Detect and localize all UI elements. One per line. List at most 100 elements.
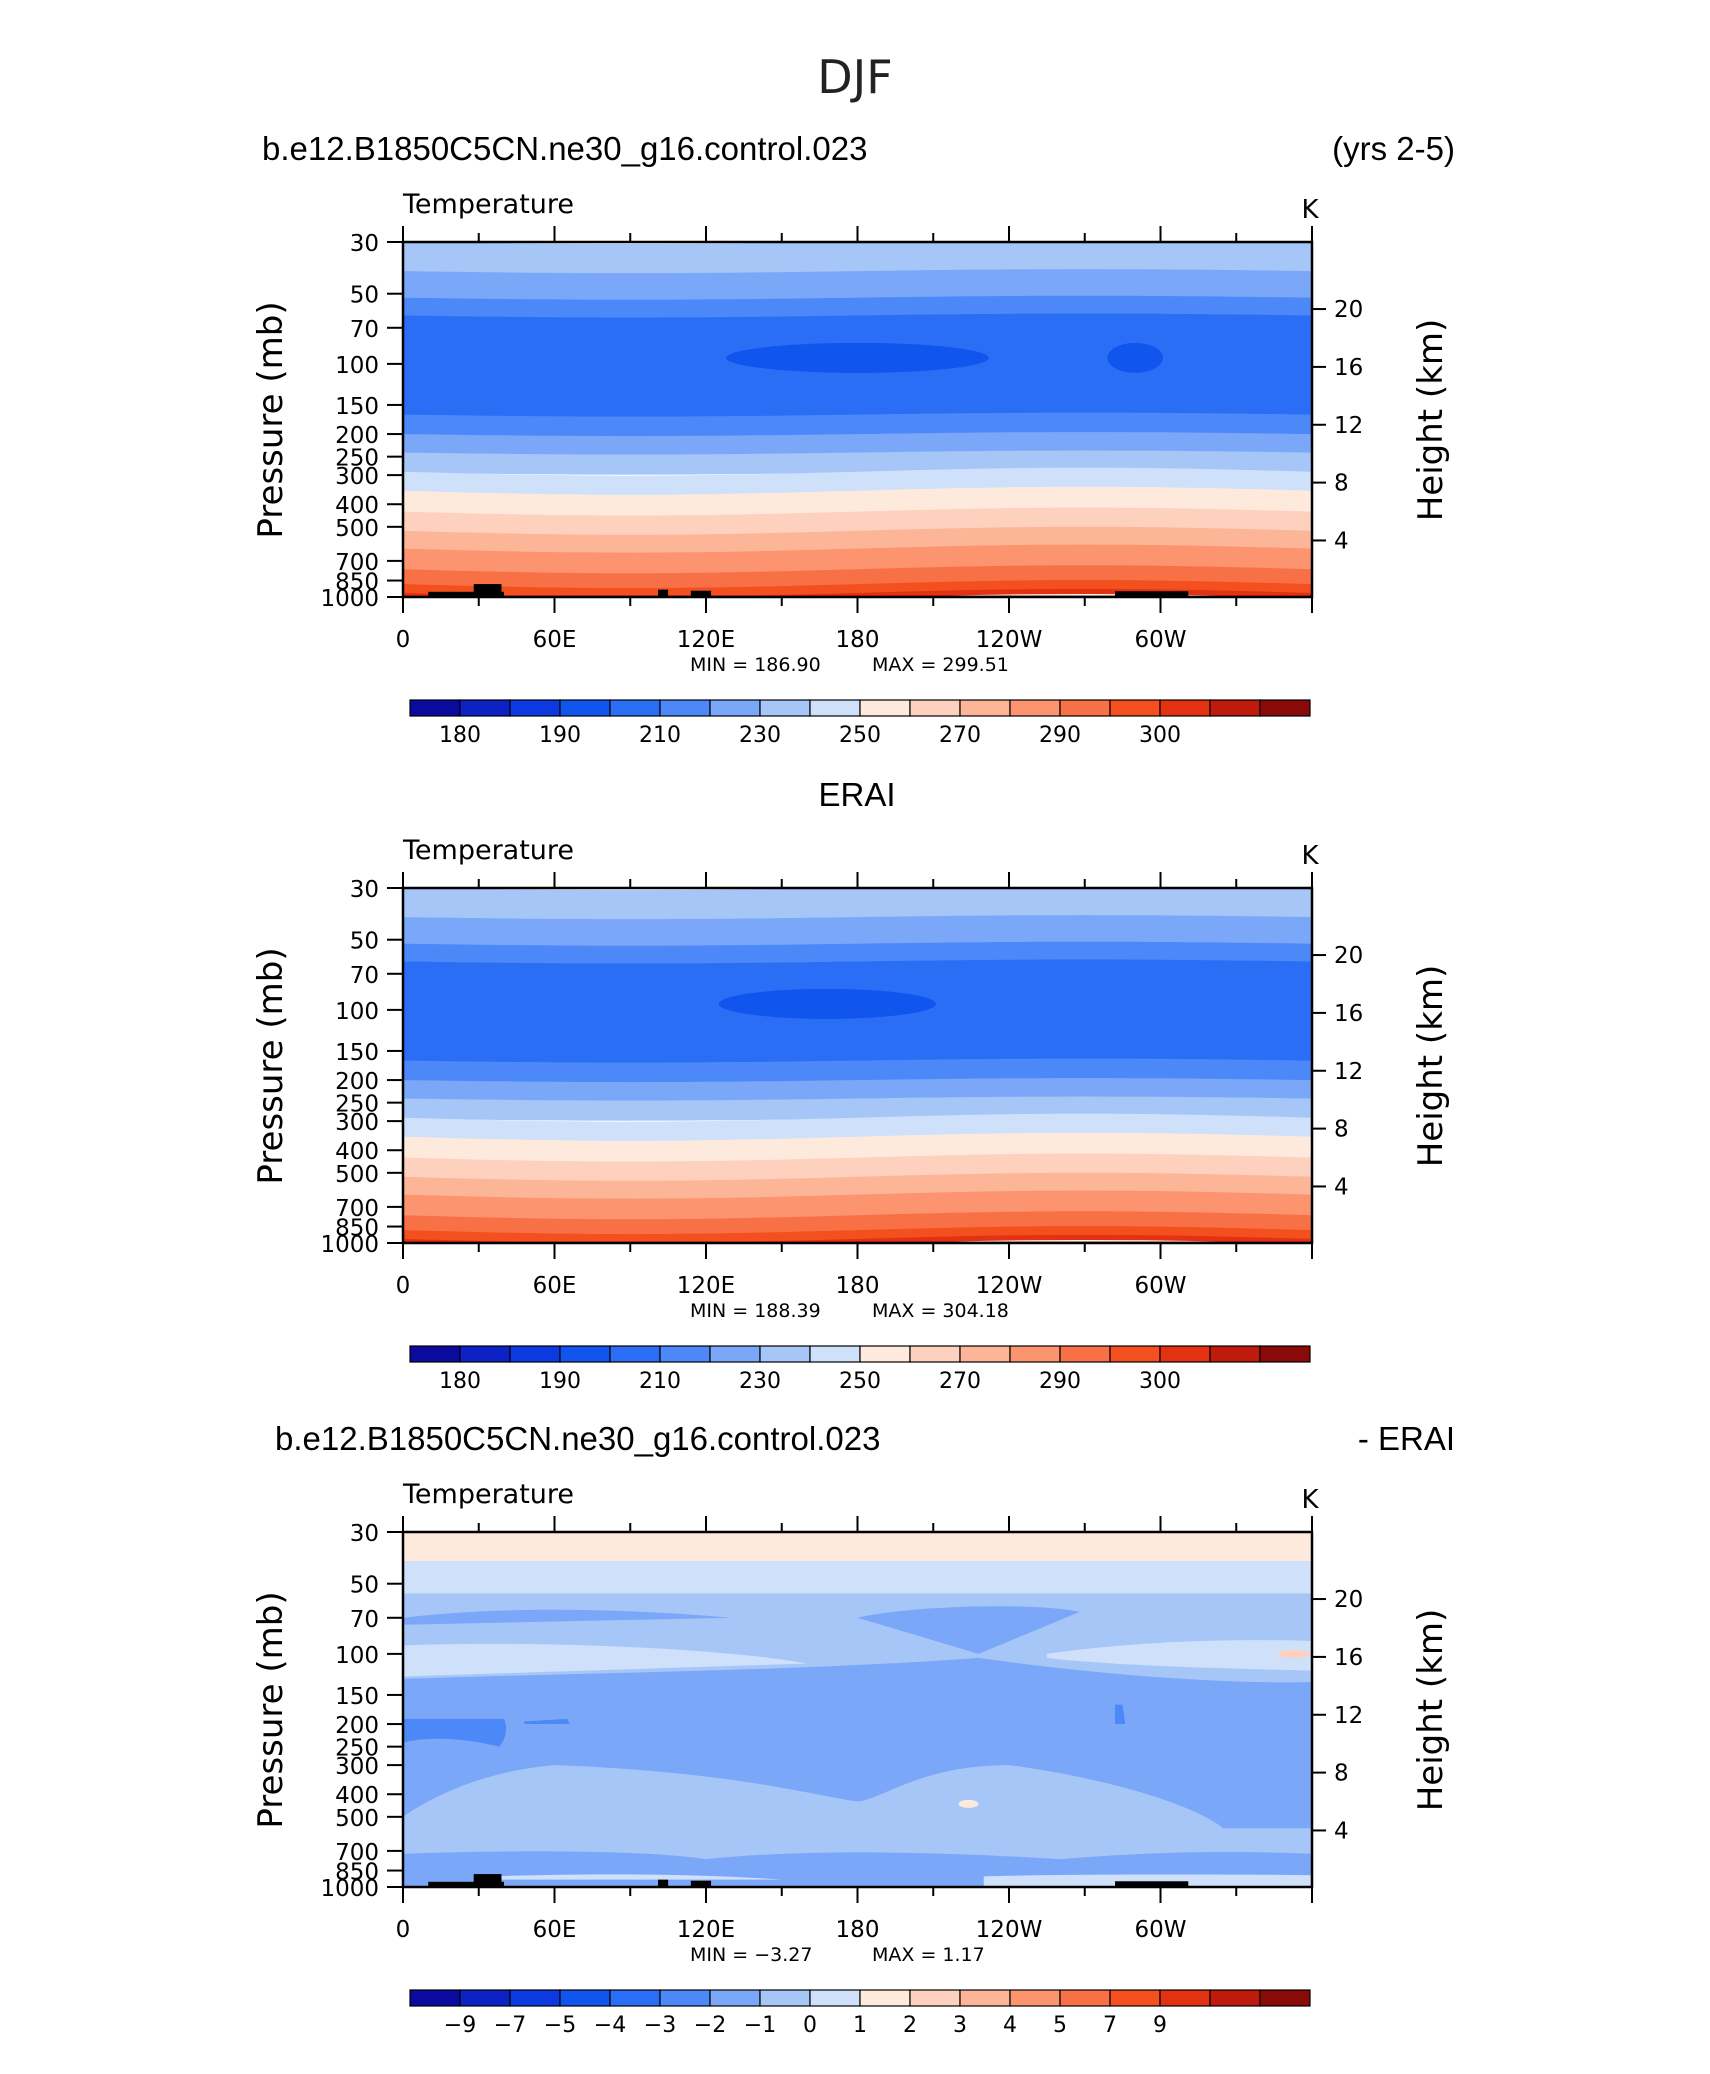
x-tick-label: 180 xyxy=(836,627,880,653)
colorbar-swatch xyxy=(1009,1989,1061,2007)
contour-band xyxy=(403,507,1312,536)
x-tick-label: 120E xyxy=(677,627,735,653)
colorbar-swatch xyxy=(559,1989,611,2007)
contour-band xyxy=(403,242,1312,275)
cold-core xyxy=(1107,342,1164,373)
colorbar-swatch xyxy=(1159,1345,1211,1363)
y-tick-label: 1000 xyxy=(320,1876,379,1902)
y-tick-label: 100 xyxy=(335,1643,379,1669)
contour-band xyxy=(403,526,1312,554)
contour-band xyxy=(403,565,1312,590)
land-mask xyxy=(473,584,502,597)
y-tick-label: 150 xyxy=(335,1684,379,1710)
contour-band xyxy=(403,486,1312,517)
land-mask xyxy=(658,589,669,597)
colorbar-swatch xyxy=(809,699,861,717)
colorbar-label: −7 xyxy=(494,2013,526,2038)
height-tick-label: 8 xyxy=(1334,471,1349,497)
contour-band xyxy=(403,1211,1312,1236)
colorbar-label: 180 xyxy=(439,723,481,748)
y-tick-label: 70 xyxy=(350,317,379,343)
colorbar-label: 230 xyxy=(739,723,781,748)
contour-band xyxy=(403,432,1312,456)
colorbar-label: 250 xyxy=(839,723,881,748)
colorbar-swatch xyxy=(959,1345,1011,1363)
height-tick-label: 16 xyxy=(1334,1645,1363,1671)
land-mask xyxy=(428,1881,504,1887)
colorbar-label: 5 xyxy=(1053,2013,1067,2038)
x-tick-label: 60E xyxy=(533,1273,577,1299)
contour-band xyxy=(403,1172,1312,1200)
colorbar-swatch xyxy=(609,1989,661,2007)
height-tick-label: 20 xyxy=(1334,297,1363,323)
diff-region xyxy=(524,1718,570,1725)
colorbar-label: −4 xyxy=(594,2013,626,2038)
colorbar-swatch xyxy=(1059,699,1111,717)
diff-band xyxy=(403,1561,1312,1594)
diff-region xyxy=(491,1874,782,1880)
panel-header-center: ERAI xyxy=(818,776,895,813)
max-label: MAX = 1.17 xyxy=(872,1944,985,1966)
diff-region xyxy=(857,1606,1080,1654)
y-tick-label: 500 xyxy=(335,1162,379,1188)
y-tick-label: 200 xyxy=(335,1713,379,1739)
height-tick-label: 16 xyxy=(1334,1001,1363,1027)
colorbar-swatch xyxy=(859,1345,911,1363)
y-tick-label: 250 xyxy=(335,446,379,472)
min-label: MIN = 188.39 xyxy=(690,1300,821,1322)
y-tick-label: 1000 xyxy=(320,1232,379,1258)
colorbar-swatch xyxy=(1159,1989,1211,2007)
y-tick-label: 150 xyxy=(335,1040,379,1066)
contour-band xyxy=(403,396,1312,418)
colorbar-swatch xyxy=(409,699,461,717)
y-tick-label: 100 xyxy=(335,353,379,379)
y-tick-label: 50 xyxy=(350,1573,379,1599)
y-tick-label: 70 xyxy=(350,1607,379,1633)
colorbar-label: 190 xyxy=(539,723,581,748)
colorbar-label: 9 xyxy=(1153,2013,1167,2038)
colorbar-swatch xyxy=(659,1345,711,1363)
height-tick-label: 4 xyxy=(1334,528,1349,554)
colorbar-swatch xyxy=(859,699,911,717)
x-tick-label: 180 xyxy=(836,1273,880,1299)
height-axis-label: Height (km) xyxy=(1411,965,1451,1168)
x-tick-label: 60E xyxy=(533,1917,577,1943)
contour-band xyxy=(403,588,1312,597)
contour-band xyxy=(403,1190,1312,1221)
y-tick-label: 50 xyxy=(350,283,379,309)
x-tick-label: 180 xyxy=(836,1917,880,1943)
contour-band xyxy=(403,269,1312,301)
x-tick-label: 120W xyxy=(976,1917,1043,1943)
diff-region xyxy=(403,1657,1312,1829)
colorbar-swatch xyxy=(909,1989,961,2007)
x-tick-label: 120E xyxy=(677,1273,735,1299)
panel-header-right: - ERAI xyxy=(1358,1420,1455,1457)
y-tick-label: 300 xyxy=(335,1754,379,1780)
colorbar-swatch xyxy=(859,1989,911,2007)
colorbar-label: 4 xyxy=(1003,2013,1017,2038)
panel-title: Temperature xyxy=(402,189,574,220)
land-mask xyxy=(658,1879,669,1887)
colorbar-label: −2 xyxy=(694,2013,726,2038)
y-tick-label: 250 xyxy=(335,1736,379,1762)
colorbar-label: 7 xyxy=(1103,2013,1117,2038)
colorbar-swatch xyxy=(1059,1345,1111,1363)
colorbar-swatch xyxy=(1259,1345,1311,1363)
colorbar-swatch xyxy=(459,699,511,717)
panel-units: K xyxy=(1301,841,1319,871)
colorbar-swatch xyxy=(909,1345,961,1363)
land-mask xyxy=(690,1880,712,1887)
min-label: MIN = −3.27 xyxy=(690,1944,812,1966)
colorbar-label: −3 xyxy=(644,2013,676,2038)
y-tick-label: 150 xyxy=(335,394,379,420)
colorbar-label: 0 xyxy=(803,2013,817,2038)
diff-region xyxy=(403,1643,807,1677)
colorbar-swatch xyxy=(1209,1345,1261,1363)
colorbar-swatch xyxy=(1109,699,1161,717)
colorbar-swatch xyxy=(1059,1989,1111,2007)
diff-warm-top xyxy=(403,1532,1312,1562)
colorbar: 180 190 210 230 250 270 290 300 xyxy=(409,1345,1311,1394)
height-tick-label: 12 xyxy=(1334,1059,1363,1085)
land-mask xyxy=(1115,1881,1189,1887)
